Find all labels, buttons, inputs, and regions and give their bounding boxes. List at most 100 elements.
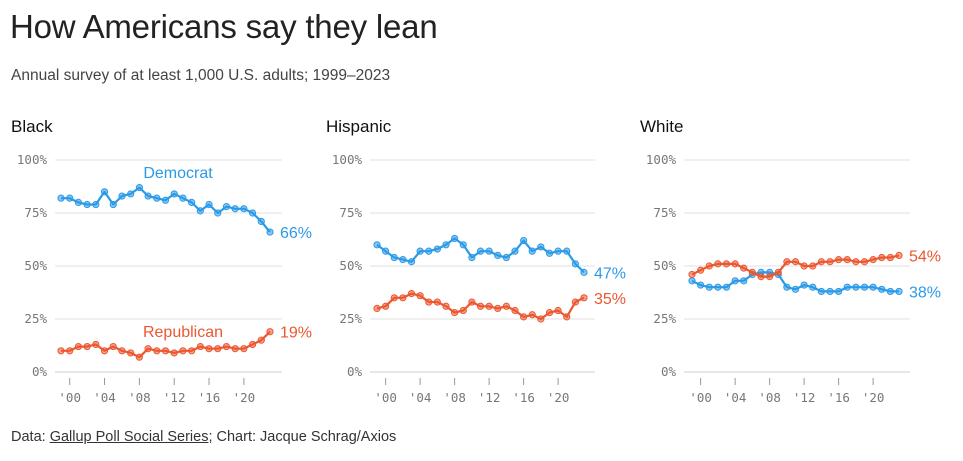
black-republican-point [266,328,274,336]
page-subtitle: Annual survey of at least 1,000 U.S. adu… [11,67,391,84]
black-democrat-point [109,200,117,209]
black-republican-point [161,347,170,355]
black-democrat-point [248,209,257,217]
white-y-tick-label: 25% [653,311,676,326]
hispanic-democrat-point [373,241,381,249]
white-republican-point [783,258,791,266]
black-y-tick-label: 75% [24,205,47,220]
hispanic-republican-point [416,292,424,300]
hispanic-republican-point [520,313,528,321]
hispanic-republican-point [373,304,381,312]
hispanic-democrat-point [399,256,407,264]
white-republican-point [835,256,843,264]
footer-prefix: Data: [11,429,50,445]
black-republican-point [153,347,161,355]
white-democrat-point [697,281,705,289]
footer-suffix: ; Chart: Jacque Schrag/Axios [208,429,397,445]
black-x-tick-label: '08 [128,390,151,405]
white-y-tick-label: 100% [646,152,677,167]
white-democrat-point [809,283,817,291]
black-republican-point [222,342,231,351]
black-democrat-point [92,200,100,209]
white-republican-point [791,258,800,266]
black-democrat-end-label: 66% [280,225,312,242]
white-republican-point [722,260,731,268]
black-republican-point [231,345,239,353]
panel-title-hispanic: Hispanic [326,117,392,136]
white-republican-point [766,273,774,281]
hispanic-republican-point [528,311,536,319]
hispanic-democrat-point [451,234,459,243]
black-democrat-point [196,207,204,215]
white-democrat-point [705,283,713,291]
page-title: How Americans say they lean [10,8,438,45]
hispanic-democrat-point [468,253,476,262]
black-republican-point [144,345,152,353]
hispanic-democrat-point [545,249,554,257]
white-republican-end-label: 54% [909,248,941,265]
white-republican-point [731,260,739,268]
hispanic-x-tick-label: '12 [478,390,501,405]
black-republican-point [74,342,83,351]
hispanic-republican-point [563,313,571,321]
white-x-tick-label: '08 [758,390,781,405]
hispanic-republican-point [502,302,510,310]
black-democrat-point [135,183,143,192]
black-democrat-point [153,194,161,202]
hispanic-republican-point [425,298,433,306]
hispanic-republican-point [511,306,519,315]
hispanic-republican-point [537,315,545,323]
black-republican-point [118,347,126,355]
black-republican-point [214,345,222,353]
white-democrat-point [791,285,800,293]
black-republican-point [205,345,213,353]
hispanic-republican-end-label: 35% [594,291,626,308]
white-republican-point [688,270,696,279]
black-republican-point [257,336,265,344]
white-republican-point [774,268,782,276]
hispanic-democrat-point [416,247,424,255]
white-x-tick-label: '12 [793,390,816,405]
white-democrat-point [714,283,722,291]
hispanic-republican-point [407,289,416,298]
white-democrat-point [800,281,808,289]
hispanic-x-tick-label: '20 [547,390,570,405]
hispanic-republican-point [399,294,407,302]
white-republican-point [869,256,877,264]
source-link[interactable]: Gallup Poll Social Series [49,429,209,445]
hispanic-republican-point [554,306,562,315]
black-republican-point [83,342,91,351]
black-republican-series-label: Republican [143,324,223,341]
hispanic-democrat-end-label: 47% [594,265,626,282]
hispanic-x-tick-label: '08 [443,390,466,405]
panel-title-white: White [640,117,684,136]
black-democrat-point [170,190,178,198]
black-republican-point [127,349,135,357]
hispanic-democrat-point [442,241,450,249]
hispanic-democrat-point [502,253,510,262]
hispanic-republican-point [545,309,554,317]
hispanic-republican-point [580,294,588,302]
white-republican-point [878,253,886,262]
white-democrat-point [783,283,791,291]
black-democrat-point [118,192,126,200]
black-republican-point [248,340,257,349]
hispanic-democrat-point [433,245,441,253]
hispanic-democrat-point [494,251,502,259]
white-y-tick-label: 50% [653,258,676,273]
white-republican-point [852,258,860,266]
hispanic-democrat-line [376,237,585,274]
footer-credit: Data: Gallup Poll Social Series; Chart: … [11,429,396,445]
white-republican-point [740,264,748,272]
hispanic-republican-point [433,298,441,306]
black-democrat-point [74,198,83,206]
white-republican-point [826,258,834,266]
black-y-tick-label: 100% [17,152,48,167]
black-democrat-point [257,217,265,226]
hispanic-democrat-point [476,247,485,255]
black-republican-point [135,353,143,361]
black-democrat-point [231,205,239,213]
white-democrat-point [731,277,739,285]
black-democrat-point [214,209,222,217]
hispanic-democrat-point [407,258,416,266]
